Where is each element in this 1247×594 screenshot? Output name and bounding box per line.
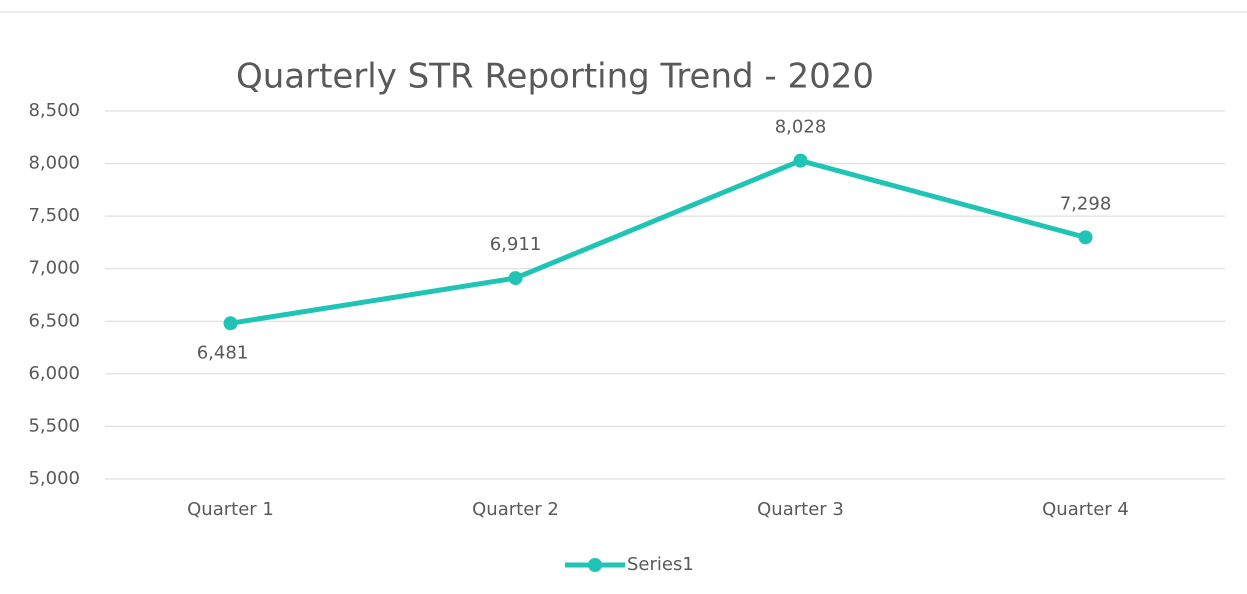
series-line bbox=[230, 158, 1087, 326]
data-label: 6,911 bbox=[490, 234, 542, 255]
data-point bbox=[508, 271, 523, 286]
y-tick-label: 7,500 bbox=[28, 205, 80, 226]
y-tick-label: 5,000 bbox=[28, 468, 80, 489]
y-tick-label: 8,500 bbox=[28, 100, 80, 121]
data-label: 7,298 bbox=[1060, 193, 1112, 214]
x-tick-label: Quarter 1 bbox=[187, 499, 274, 520]
data-point bbox=[223, 316, 238, 331]
data-point bbox=[793, 153, 808, 168]
x-tick-label: Quarter 2 bbox=[472, 499, 559, 520]
y-tick-label: 5,500 bbox=[28, 415, 80, 436]
y-tick-label: 6,500 bbox=[28, 310, 80, 331]
data-point bbox=[1078, 230, 1093, 245]
y-tick-label: 7,000 bbox=[28, 258, 80, 279]
legend-marker bbox=[588, 558, 602, 572]
x-tick-label: Quarter 4 bbox=[1042, 499, 1129, 520]
x-tick-label: Quarter 3 bbox=[757, 499, 844, 520]
data-label: 6,481 bbox=[197, 342, 249, 363]
y-tick-label: 8,000 bbox=[28, 153, 80, 174]
chart-title: Quarterly STR Reporting Trend - 2020 bbox=[236, 57, 874, 97]
data-label: 8,028 bbox=[775, 117, 827, 138]
legend-label: Series1 bbox=[627, 554, 694, 575]
y-tick-label: 6,000 bbox=[28, 363, 80, 384]
